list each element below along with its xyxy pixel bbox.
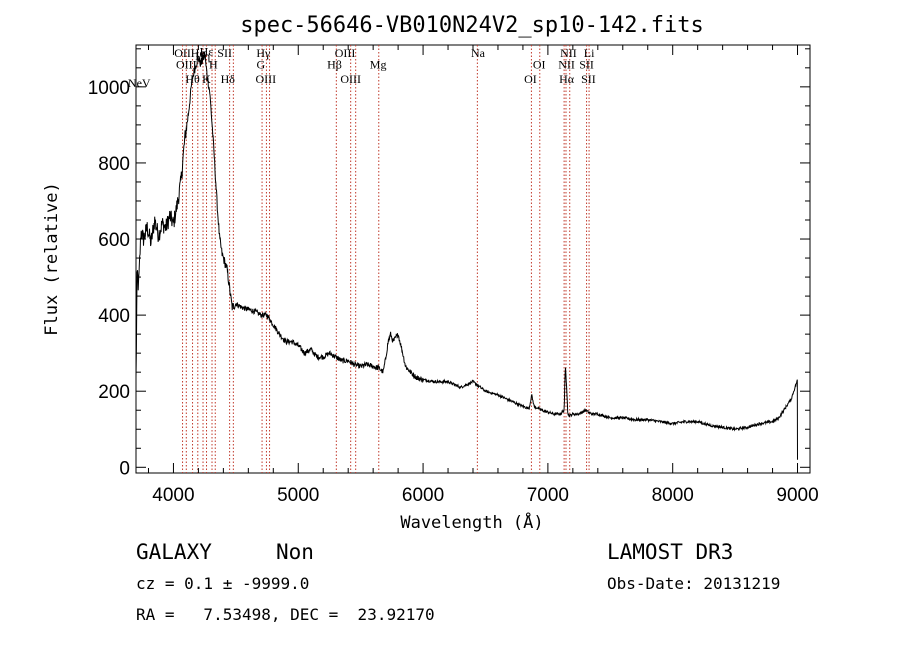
line-label: Hα bbox=[559, 72, 575, 86]
chart-title: spec-56646-VB010N24V2_sp10-142.fits bbox=[240, 13, 704, 38]
y-tick-label: 200 bbox=[98, 382, 130, 403]
line-label: Hγ bbox=[256, 46, 271, 60]
line-label: Hδ bbox=[221, 72, 236, 86]
obs-date-line: Obs-Date: 20131219 bbox=[607, 574, 781, 593]
line-label: He bbox=[191, 46, 205, 60]
line-label: H bbox=[209, 58, 218, 72]
line-label: OI bbox=[533, 58, 546, 72]
line-label: OIII bbox=[335, 46, 356, 60]
y-tick-label: 600 bbox=[98, 230, 130, 251]
line-label: Na bbox=[471, 46, 486, 60]
spectral-line-markers bbox=[182, 45, 590, 473]
line-label: G bbox=[256, 58, 265, 72]
y-tick-label: 1000 bbox=[88, 78, 130, 99]
spectral-line-labels: NeVOIIOIIIHθHeHηHεKHSIIHδHγGOIIIOIIIHβOI… bbox=[128, 45, 596, 90]
line-label: Hε bbox=[200, 45, 214, 59]
x-tick-label: 7000 bbox=[527, 485, 569, 506]
line-label: SII bbox=[217, 46, 232, 60]
object-subclass: Non bbox=[276, 540, 314, 564]
x-tick-label: 8000 bbox=[652, 485, 694, 506]
y-tick-label: 800 bbox=[98, 154, 130, 175]
line-label: OII bbox=[174, 46, 191, 60]
plot-frame bbox=[135, 44, 811, 474]
line-label: Hβ bbox=[327, 58, 342, 72]
x-axis-label: Wavelength (Å) bbox=[400, 511, 543, 533]
y-axis-ticks: 0 200 400 600 800 1000 bbox=[88, 48, 810, 479]
y-tick-label: 400 bbox=[98, 306, 130, 327]
line-label: Mg bbox=[370, 58, 387, 72]
object-class: GALAXY bbox=[136, 540, 212, 564]
line-label: SII bbox=[579, 58, 594, 72]
x-tick-label: 4000 bbox=[152, 485, 194, 506]
x-tick-label: 6000 bbox=[402, 485, 444, 506]
line-label: SII bbox=[581, 72, 596, 86]
survey-name: LAMOST DR3 bbox=[607, 540, 734, 564]
line-label: K bbox=[202, 72, 211, 86]
spectrum-line bbox=[135, 51, 798, 460]
y-tick-label: 0 bbox=[119, 458, 130, 479]
coordinates-line: RA = 7.53498, DEC = 23.92170 bbox=[136, 605, 435, 624]
line-label: NeV bbox=[128, 76, 151, 90]
line-label: NII bbox=[558, 58, 575, 72]
x-axis-ticks: 4000 5000 6000 7000 8000 9000 bbox=[147, 45, 819, 506]
line-label: OIII bbox=[340, 72, 361, 86]
y-axis-label: Flux (relative) bbox=[42, 182, 62, 336]
redshift-line: cz = 0.1 ± -9999.0 bbox=[136, 574, 310, 593]
x-tick-label: 5000 bbox=[277, 485, 319, 506]
line-label: Li bbox=[584, 46, 595, 60]
line-label: OI bbox=[524, 72, 537, 86]
x-tick-label: 9000 bbox=[776, 485, 818, 506]
line-label: OIII bbox=[255, 72, 276, 86]
line-label: OIII bbox=[176, 58, 197, 72]
